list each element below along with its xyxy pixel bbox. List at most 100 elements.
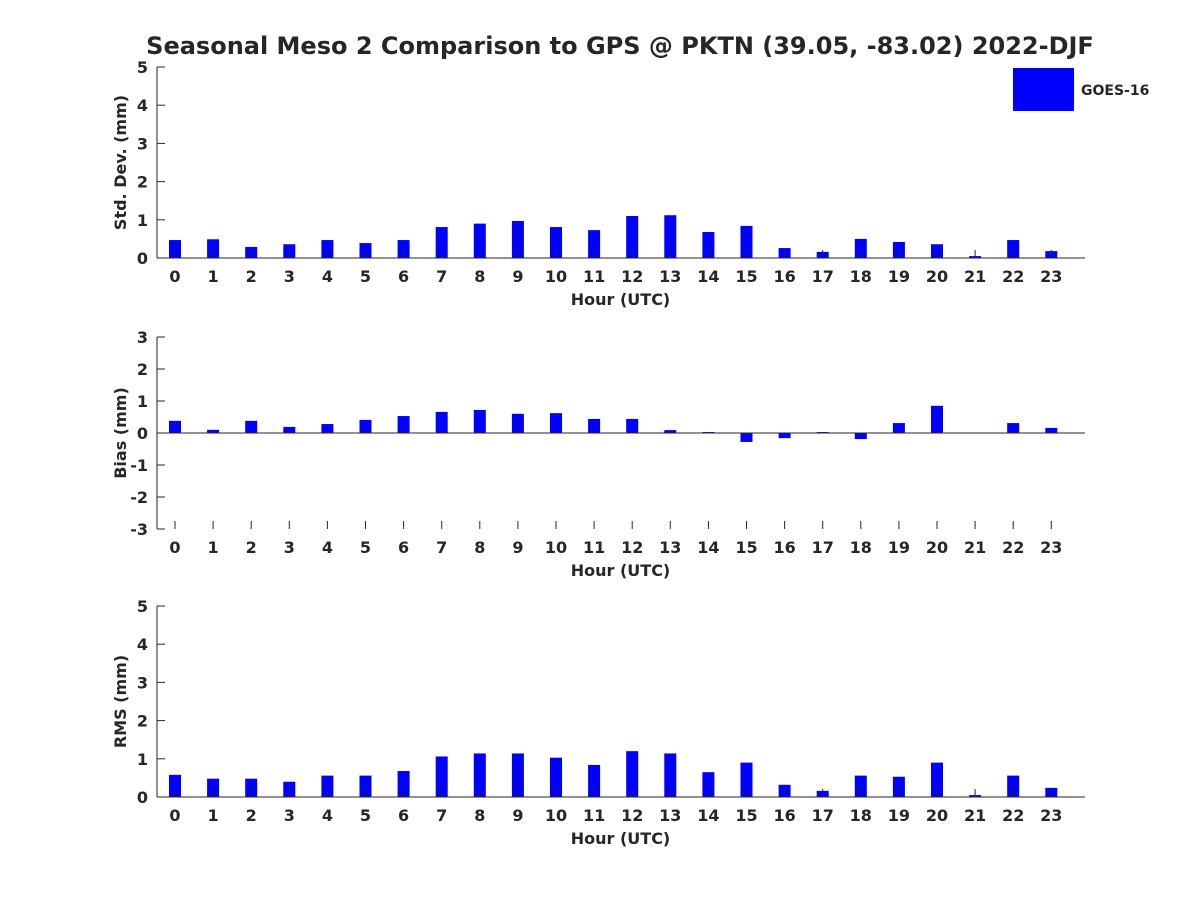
x-tick-label: 12 [621,806,643,825]
bar-hour-11 [588,418,601,433]
x-tick-label: 11 [583,267,605,286]
x-tick-label: 4 [322,267,333,286]
y-tick-label: 5 [137,58,148,77]
x-tick-label: 9 [512,267,523,286]
x-tick-label: 14 [697,806,719,825]
x-tick-label: 18 [850,267,872,286]
x-tick-label: 20 [926,267,948,286]
y-tick-label: -3 [130,520,148,539]
bar-hour-4 [321,775,334,797]
x-tick-label: 6 [398,806,409,825]
x-tick-label: 18 [850,538,872,557]
x-tick-label: 21 [964,806,986,825]
x-tick-label: 0 [169,806,180,825]
bar-hour-19 [892,241,905,258]
bar-hour-18 [854,238,867,258]
y-tick-label: 2 [137,173,148,192]
y-tick-label: 0 [137,249,148,268]
x-tick-label: 12 [621,538,643,557]
bar-hour-6 [397,240,410,258]
y-axis-label: Bias (mm) [111,387,130,479]
x-tick-label: 1 [208,806,219,825]
x-tick-label: 5 [360,538,371,557]
x-tick-label: 1 [208,267,219,286]
x-tick-label: 16 [773,806,795,825]
x-tick-label: 13 [659,267,681,286]
y-tick-label: -2 [130,488,148,507]
x-tick-label: 7 [436,538,447,557]
x-tick-label: 3 [284,267,295,286]
x-tick-label: 11 [583,806,605,825]
x-tick-label: 4 [322,538,333,557]
y-tick-label: 1 [137,750,148,769]
bar-hour-9 [511,413,524,433]
bar-hour-16 [778,433,791,439]
x-tick-label: 18 [850,806,872,825]
bar-hour-7 [435,756,448,797]
bar-hour-20 [931,405,943,433]
x-tick-label: 23 [1040,267,1062,286]
legend-swatch [1013,68,1074,111]
bar-hour-18 [854,775,867,797]
x-tick-label: 17 [812,267,834,286]
bar-hour-4 [321,424,334,433]
x-tick-label: 5 [360,806,371,825]
x-tick-label: 2 [246,538,257,557]
bar-hour-19 [892,423,905,433]
x-tick-label: 10 [545,806,567,825]
y-tick-label: 1 [137,211,148,230]
x-tick-label: 19 [888,806,910,825]
bar-hour-5 [359,419,372,433]
x-tick-label: 21 [964,267,986,286]
bar-hour-0 [169,240,181,258]
y-tick-label: 5 [137,597,148,616]
bar-hour-6 [397,771,410,797]
y-tick-label: 3 [137,328,148,347]
bar-hour-13 [664,430,677,433]
bar-hour-4 [321,240,334,258]
x-tick-label: 20 [926,538,948,557]
bar-hour-1 [207,429,220,433]
x-tick-label: 10 [545,267,567,286]
legend: GOES-16 [1013,68,1149,111]
bar-hour-11 [588,230,601,258]
chart-title: Seasonal Meso 2 Comparison to GPS @ PKTN… [146,32,1094,60]
x-tick-label: 13 [659,806,681,825]
x-tick-label: 8 [474,538,485,557]
bar-hour-0 [169,774,181,797]
bar-hour-22 [1007,775,1020,797]
bar-hour-23 [1045,427,1058,433]
x-axis-label: Hour (UTC) [571,561,671,580]
bar-hour-22 [1007,423,1020,433]
bar-hour-20 [931,762,943,797]
bar-hour-2 [245,420,258,433]
x-tick-label: 19 [888,267,910,286]
x-tick-label: 9 [512,538,523,557]
bar-hour-6 [397,416,410,433]
x-tick-label: 4 [322,806,333,825]
bar-hour-15 [740,762,753,797]
x-tick-label: 0 [169,538,180,557]
bar-hour-5 [359,775,372,797]
y-tick-label: 2 [137,712,148,731]
bar-hour-8 [473,223,486,258]
y-tick-label: -1 [130,456,148,475]
x-tick-label: 22 [1002,538,1024,557]
x-tick-label: 16 [773,538,795,557]
y-tick-label: 2 [137,360,148,379]
x-tick-label: 8 [474,267,485,286]
x-tick-label: 17 [812,538,834,557]
x-tick-label: 22 [1002,267,1024,286]
x-tick-label: 15 [735,538,757,557]
bar-hour-12 [626,215,639,258]
x-tick-label: 12 [621,267,643,286]
x-tick-label: 5 [360,267,371,286]
y-tick-label: 4 [137,635,148,654]
x-tick-label: 1 [208,538,219,557]
bar-hour-2 [245,778,258,797]
x-tick-label: 13 [659,538,681,557]
x-tick-label: 10 [545,538,567,557]
x-tick-label: 15 [735,806,757,825]
y-axis-label: Std. Dev. (mm) [111,95,130,230]
